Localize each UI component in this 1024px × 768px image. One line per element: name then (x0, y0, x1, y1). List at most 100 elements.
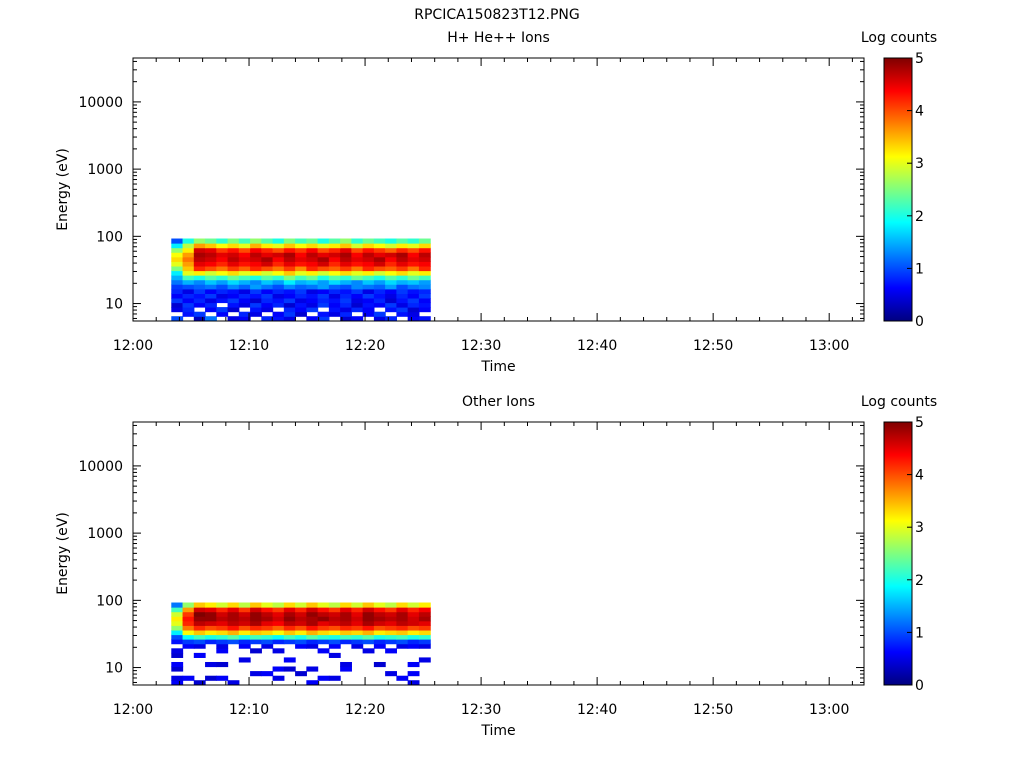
heatmap-cell (283, 266, 296, 272)
heatmap-cell (295, 307, 307, 313)
heatmap-cell (182, 311, 195, 317)
heatmap-cell (171, 680, 184, 686)
heatmap-cell (238, 316, 251, 322)
heatmap-cell (193, 620, 206, 626)
y-tick-label: 1000 (87, 526, 123, 542)
heatmap-cell (283, 666, 296, 672)
heatmap-cell (385, 302, 397, 308)
heatmap-cell (373, 316, 386, 322)
heatmap-cell (373, 625, 386, 631)
x-tick-label: 12:30 (461, 338, 501, 354)
x-tick-label: 12:50 (693, 338, 733, 354)
colorbar-tick-label: 3 (915, 520, 924, 536)
heatmap-cell (362, 238, 375, 244)
heatmap-cell (238, 238, 251, 244)
heatmap-cell (418, 284, 431, 290)
heatmap-cell (250, 611, 262, 617)
heatmap-cell (373, 266, 386, 272)
heatmap-cell (171, 302, 184, 308)
heatmap-cell (295, 620, 307, 626)
heatmap-cell (328, 643, 341, 649)
heatmap-cell (340, 275, 352, 281)
heatmap-cell (295, 625, 307, 631)
heatmap-cell (272, 275, 285, 281)
heatmap-cell (272, 243, 285, 249)
heatmap-cell (385, 275, 397, 281)
heatmap-cell (396, 297, 409, 304)
heatmap-cell (205, 307, 217, 313)
heatmap-cell (250, 671, 262, 677)
heatmap-cell (407, 616, 420, 622)
heatmap-cell (295, 284, 307, 290)
heatmap-cell (182, 288, 195, 294)
heatmap-cell (306, 266, 319, 272)
heatmap-cell (205, 279, 217, 285)
heatmap-cell (396, 625, 409, 631)
heatmap-cell (272, 266, 285, 272)
heatmap-cell (385, 284, 397, 290)
heatmap-cell (193, 652, 206, 658)
heatmap-cell (317, 261, 330, 267)
x-tick-label: 12:20 (345, 702, 385, 718)
heatmap-cell (373, 284, 386, 290)
heatmap-cell (216, 648, 229, 654)
x-tick-label: 12:30 (461, 702, 501, 718)
heatmap-cell (373, 630, 386, 636)
heatmap-cell (171, 266, 184, 272)
heatmap-cell (283, 261, 296, 267)
heatmap-cell (385, 316, 397, 322)
heatmap-cell (238, 607, 251, 613)
heatmap-cell (205, 252, 217, 258)
heatmap-cell (351, 238, 364, 244)
heatmap-cell (373, 620, 386, 626)
heatmap-cell (306, 284, 319, 290)
heatmap-cell (272, 648, 285, 654)
heatmap-cell (272, 284, 285, 290)
heatmap-cell (418, 279, 431, 285)
heatmap-cell (340, 247, 352, 253)
heatmap-cell (227, 634, 240, 640)
heatmap-cell (272, 247, 285, 253)
heatmap-cell (295, 630, 307, 636)
heatmap-cell (216, 620, 229, 626)
heatmap-cell (340, 243, 352, 249)
colorbar (883, 421, 913, 686)
heatmap-cell (317, 270, 330, 276)
colorbar-tick-label: 1 (915, 625, 924, 641)
heatmap-cell (227, 639, 240, 645)
heatmap-cell (250, 279, 262, 285)
heatmap-cell (317, 238, 330, 244)
heatmap-cell (216, 252, 229, 258)
colorbar-tick-label: 2 (915, 573, 924, 589)
heatmap-cell (193, 616, 206, 622)
heatmap-cell (283, 634, 296, 640)
heatmap-cell (306, 297, 319, 304)
heatmap-cell (295, 297, 307, 304)
heatmap-cell (261, 602, 274, 608)
heatmap-cell (227, 238, 240, 244)
heatmap-cell (396, 293, 409, 299)
heatmap-cell (328, 652, 341, 658)
heatmap-cell (283, 607, 296, 613)
heatmap-cell (261, 252, 274, 258)
heatmap-cell (272, 620, 285, 626)
heatmap-cell (182, 275, 195, 281)
heatmap-cell (373, 256, 386, 262)
heatmap-cell (216, 279, 229, 285)
heatmap-cell (340, 661, 352, 668)
heatmap-cell (295, 275, 307, 281)
heatmap-cell (418, 602, 431, 608)
heatmap-cell (193, 630, 206, 636)
heatmap-cell (362, 275, 375, 281)
heatmap-cell (205, 620, 217, 626)
heatmap-cell (250, 270, 262, 276)
heatmap-cell (362, 284, 375, 290)
heatmap-cell (216, 611, 229, 617)
heatmap-cell (193, 311, 206, 317)
heatmap-cell (351, 297, 364, 304)
y-tick-label: 1000 (87, 162, 123, 178)
heatmap-cell (328, 293, 341, 299)
heatmap-cell (171, 279, 184, 285)
heatmap-cell (351, 261, 364, 267)
heatmap-cell (385, 252, 397, 258)
